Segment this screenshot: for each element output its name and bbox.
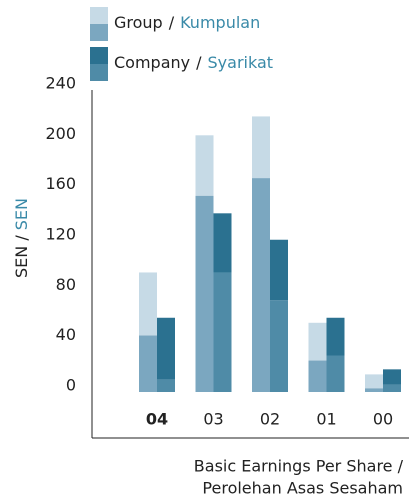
x-tick-label: 00 bbox=[373, 410, 393, 429]
legend-swatch bbox=[90, 47, 108, 64]
bar-segment bbox=[326, 355, 345, 392]
legend-label: Group / Kumpulan bbox=[114, 13, 260, 32]
bar-segment bbox=[195, 135, 214, 196]
bar-segment bbox=[308, 322, 327, 361]
bar-segment bbox=[213, 213, 232, 273]
bar-segment bbox=[326, 317, 345, 356]
bar-segment bbox=[139, 272, 157, 336]
y-tick-label: 40 bbox=[56, 325, 76, 344]
x-tick-label: 04 bbox=[146, 410, 168, 429]
bar-segment bbox=[308, 360, 327, 392]
legend-swatch bbox=[90, 7, 108, 24]
legend-alt: Syarikat bbox=[208, 53, 274, 72]
y-label-alt: SEN bbox=[12, 198, 31, 230]
bar-segment bbox=[383, 369, 401, 385]
bar-segment bbox=[252, 116, 270, 179]
bar-segment bbox=[139, 335, 157, 392]
y-tick-label: 120 bbox=[45, 225, 76, 244]
x-tick-label: 02 bbox=[260, 410, 280, 429]
x-axis-label-alt: Perolehan Asas Sesaham bbox=[202, 479, 403, 498]
legend-swatch bbox=[90, 64, 108, 81]
bar-segment bbox=[252, 178, 270, 392]
bar-segment bbox=[270, 300, 288, 392]
x-axis-label: Basic Earnings Per Share / bbox=[194, 457, 404, 476]
legend-sep: / bbox=[169, 13, 175, 32]
bar-segment bbox=[195, 195, 214, 392]
bar-segment bbox=[213, 272, 232, 392]
legend-name: Company bbox=[114, 53, 190, 72]
x-tick-label: 03 bbox=[203, 410, 223, 429]
legend-label: Company / Syarikat bbox=[114, 53, 273, 72]
y-tick-label: 240 bbox=[45, 74, 76, 93]
y-tick-label: 0 bbox=[66, 376, 76, 395]
y-axis-label: SEN / SEN bbox=[12, 198, 31, 278]
x-tick-label: 01 bbox=[316, 410, 336, 429]
legend-name: Group bbox=[114, 13, 163, 32]
bar-segment bbox=[383, 384, 401, 392]
legend-sep: / bbox=[196, 53, 202, 72]
legend-swatch bbox=[90, 24, 108, 41]
bar-segment bbox=[365, 374, 383, 389]
bar-segment bbox=[157, 317, 175, 380]
y-label-main: SEN / bbox=[12, 235, 31, 278]
y-tick-label: 200 bbox=[45, 124, 76, 143]
y-tick-label: 160 bbox=[45, 174, 76, 193]
bar-segment bbox=[157, 379, 175, 392]
y-tick-label: 80 bbox=[56, 275, 76, 294]
bar-segment bbox=[365, 388, 383, 392]
legend-alt: Kumpulan bbox=[180, 13, 260, 32]
bar-segment bbox=[270, 239, 288, 301]
